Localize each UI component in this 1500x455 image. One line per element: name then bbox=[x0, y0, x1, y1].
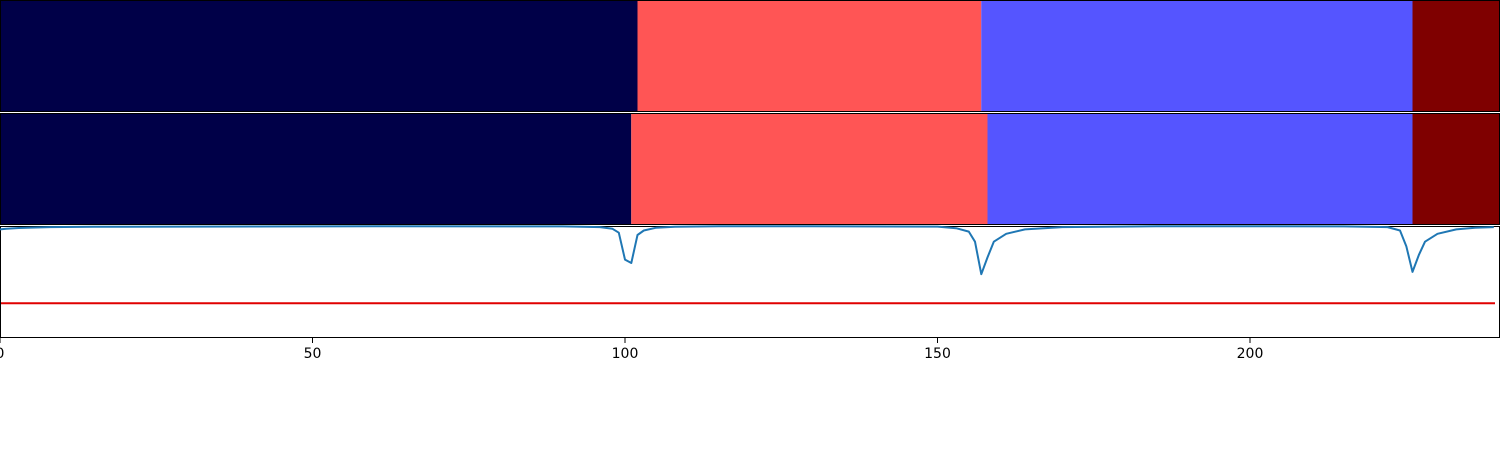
x-tick-label: 0 bbox=[0, 346, 4, 362]
segment-rows bbox=[0, 0, 1500, 225]
x-tick-label: 100 bbox=[612, 346, 639, 362]
segment-bar bbox=[988, 113, 1413, 225]
segment-row-1 bbox=[0, 0, 1500, 112]
segment-bar bbox=[1413, 0, 1500, 112]
segment-bar bbox=[981, 0, 1412, 112]
segment-bar bbox=[631, 113, 987, 225]
confidence-panel bbox=[0, 226, 1500, 337]
segment-bar bbox=[0, 0, 638, 112]
segment-row-2 bbox=[0, 113, 1500, 225]
segment-bar bbox=[0, 113, 631, 225]
segment-bar bbox=[1413, 113, 1500, 225]
x-tick-label: 200 bbox=[1237, 346, 1264, 362]
x-tick-label: 150 bbox=[924, 346, 951, 362]
x-axis: 0 50 100 150 200 bbox=[0, 338, 1263, 362]
x-tick-label: 50 bbox=[304, 346, 322, 362]
segment-bar bbox=[638, 0, 982, 112]
confidence-frame bbox=[1, 227, 1500, 338]
